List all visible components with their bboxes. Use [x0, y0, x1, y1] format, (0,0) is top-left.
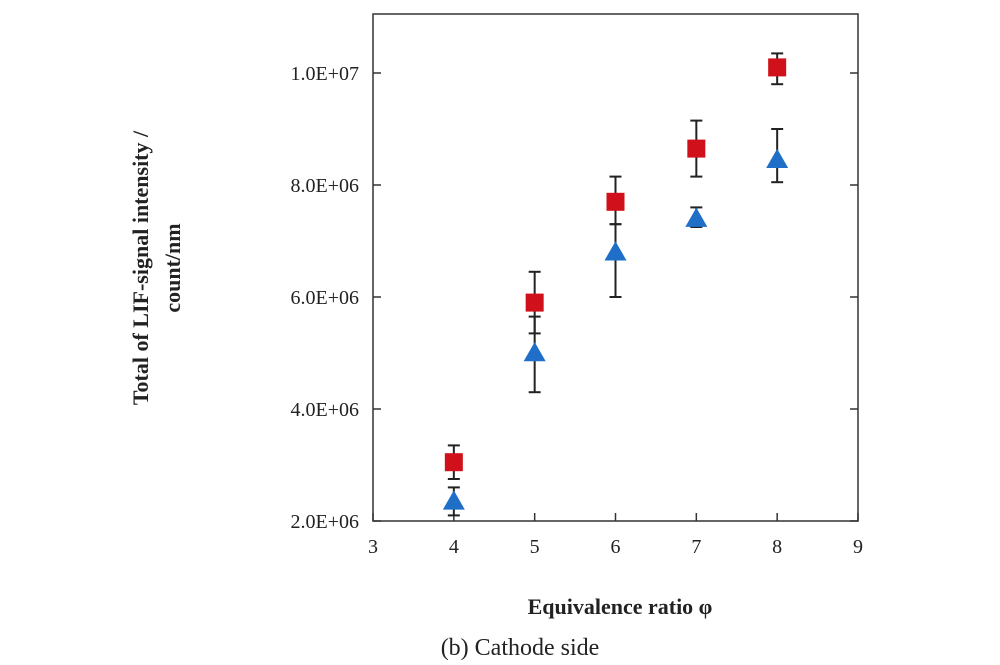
- square-marker: [768, 58, 787, 77]
- triangle-marker: [523, 342, 546, 362]
- x-tick-label: 5: [530, 536, 540, 558]
- x-tick-label: 7: [691, 536, 701, 558]
- y-tick-label: 1.0E+07: [291, 63, 360, 85]
- triangle-marker: [604, 241, 627, 261]
- triangle-marker: [685, 207, 708, 227]
- square-marker: [444, 453, 463, 472]
- y-tick-label: 8.0E+06: [291, 175, 360, 197]
- y-tick-label: 2.0E+06: [291, 511, 360, 533]
- y-axis-title-line1: Total of LIF-signal intensity /: [128, 130, 153, 405]
- y-tick-label: 4.0E+06: [291, 399, 360, 421]
- y-tick-label: 6.0E+06: [291, 287, 360, 309]
- x-tick-label: 6: [611, 536, 621, 558]
- triangle-marker: [766, 148, 789, 169]
- square-marker: [606, 192, 625, 211]
- x-tick-label: 4: [449, 536, 459, 558]
- y-axis-title-line2: count/nm: [160, 223, 185, 312]
- figure-caption: (b) Cathode side: [441, 635, 600, 661]
- x-tick-label: 3: [368, 536, 378, 558]
- x-tick-label: 9: [853, 536, 863, 558]
- x-axis-title: Equivalence ratio φ: [528, 594, 713, 619]
- x-tick-label: 8: [772, 536, 782, 558]
- square-marker: [687, 139, 706, 158]
- triangle-marker: [442, 490, 465, 510]
- square-marker: [525, 293, 544, 312]
